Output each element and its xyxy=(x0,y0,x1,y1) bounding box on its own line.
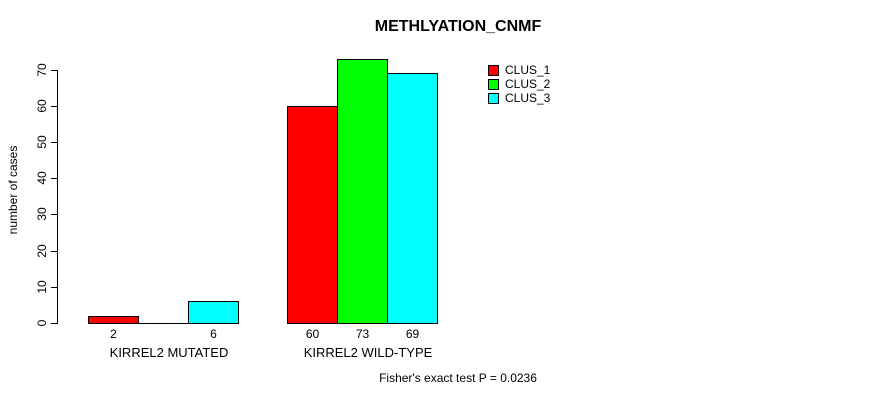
y-axis-tick-label: 70 xyxy=(35,63,49,77)
legend-swatch-clus-3 xyxy=(488,92,499,104)
legend-swatch-clus-1 xyxy=(488,64,499,76)
y-axis-tick xyxy=(51,251,58,252)
y-axis-line xyxy=(57,70,58,324)
fisher-test-caption: Fisher's exact test P = 0.0236 xyxy=(379,371,537,385)
bar-value-label: 60 xyxy=(305,327,320,341)
legend-item: CLUS_1 xyxy=(488,63,550,77)
y-axis-tick xyxy=(51,70,58,71)
bar-clus_1 xyxy=(88,316,139,324)
legend-swatch-clus-2 xyxy=(488,78,499,90)
legend-item: CLUS_3 xyxy=(488,91,550,105)
x-axis-category-label: KIRREL2 MUTATED xyxy=(109,345,229,360)
y-axis-tick xyxy=(51,323,58,324)
legend-item: CLUS_2 xyxy=(488,77,550,91)
y-axis-tick-label: 30 xyxy=(35,207,49,221)
legend: CLUS_1 CLUS_2 CLUS_3 xyxy=(488,63,550,105)
bar-value-label: 2 xyxy=(110,327,117,341)
y-axis-tick-label: 50 xyxy=(35,135,49,149)
bar-value-label: 73 xyxy=(355,327,370,341)
bar-clus_3 xyxy=(387,73,438,324)
bar-clus_3 xyxy=(188,301,239,324)
bar-value-label: 6 xyxy=(210,327,217,341)
y-axis-tick xyxy=(51,214,58,215)
y-axis-tick-label: 60 xyxy=(35,99,49,113)
y-axis-tick xyxy=(51,178,58,179)
bar-clus_1 xyxy=(287,106,338,324)
y-axis-tick-label: 40 xyxy=(35,171,49,185)
chart-title: METHLYATION_CNMF xyxy=(374,18,542,35)
y-axis-tick-label: 0 xyxy=(35,319,49,327)
bar-clus_2-zero xyxy=(138,323,189,324)
y-axis-label: number of cases xyxy=(6,145,20,235)
legend-label: CLUS_1 xyxy=(505,63,551,77)
x-axis-category-label: KIRREL2 WILD-TYPE xyxy=(303,345,433,360)
y-axis-tick xyxy=(51,142,58,143)
y-axis-tick xyxy=(51,287,58,288)
y-axis-tick xyxy=(51,106,58,107)
bar-clus_2 xyxy=(337,59,388,324)
y-axis-tick-label: 20 xyxy=(35,244,49,258)
legend-label: CLUS_2 xyxy=(505,77,551,91)
legend-label: CLUS_3 xyxy=(505,91,551,105)
y-axis-tick-label: 10 xyxy=(35,280,49,294)
bar-value-label: 69 xyxy=(405,327,420,341)
